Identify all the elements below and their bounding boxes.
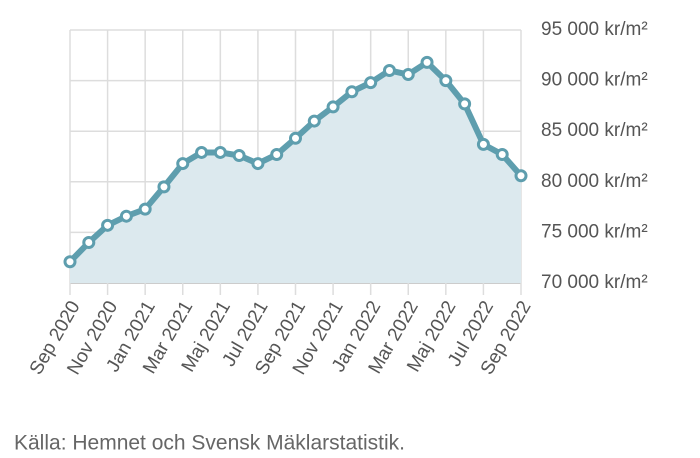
y-tick-label: 70 000 kr/m² — [541, 272, 648, 293]
data-point — [420, 55, 434, 69]
y-tick-label: 90 000 kr/m² — [541, 70, 648, 91]
data-point — [289, 131, 302, 145]
data-point — [364, 76, 378, 90]
data-point — [63, 255, 77, 269]
data-point — [82, 236, 96, 250]
y-tick-label: 75 000 kr/m² — [541, 221, 648, 242]
data-point — [514, 169, 528, 183]
data-point — [176, 157, 190, 171]
data-point — [101, 218, 115, 232]
data-point — [345, 85, 359, 99]
data-point — [119, 209, 133, 223]
y-tick-label: 95 000 kr/m² — [541, 19, 648, 40]
y-tick-label: 85 000 kr/m² — [541, 120, 648, 141]
data-point — [138, 202, 152, 216]
data-point — [157, 180, 171, 194]
data-point — [326, 100, 340, 114]
data-point — [495, 147, 509, 161]
y-tick-label: 80 000 kr/m² — [541, 171, 648, 192]
area-fill — [70, 62, 521, 283]
data-point — [307, 114, 321, 128]
data-point — [195, 145, 209, 159]
data-point — [213, 145, 227, 159]
data-point — [439, 74, 453, 88]
data-point — [232, 148, 246, 162]
data-point — [382, 63, 396, 77]
source-note: Källa: Hemnet och Svensk Mäklarstatistik… — [14, 432, 405, 455]
data-point — [270, 147, 284, 161]
data-point — [251, 157, 265, 171]
data-point — [458, 97, 472, 111]
data-point — [476, 137, 490, 151]
data-point — [401, 68, 415, 82]
